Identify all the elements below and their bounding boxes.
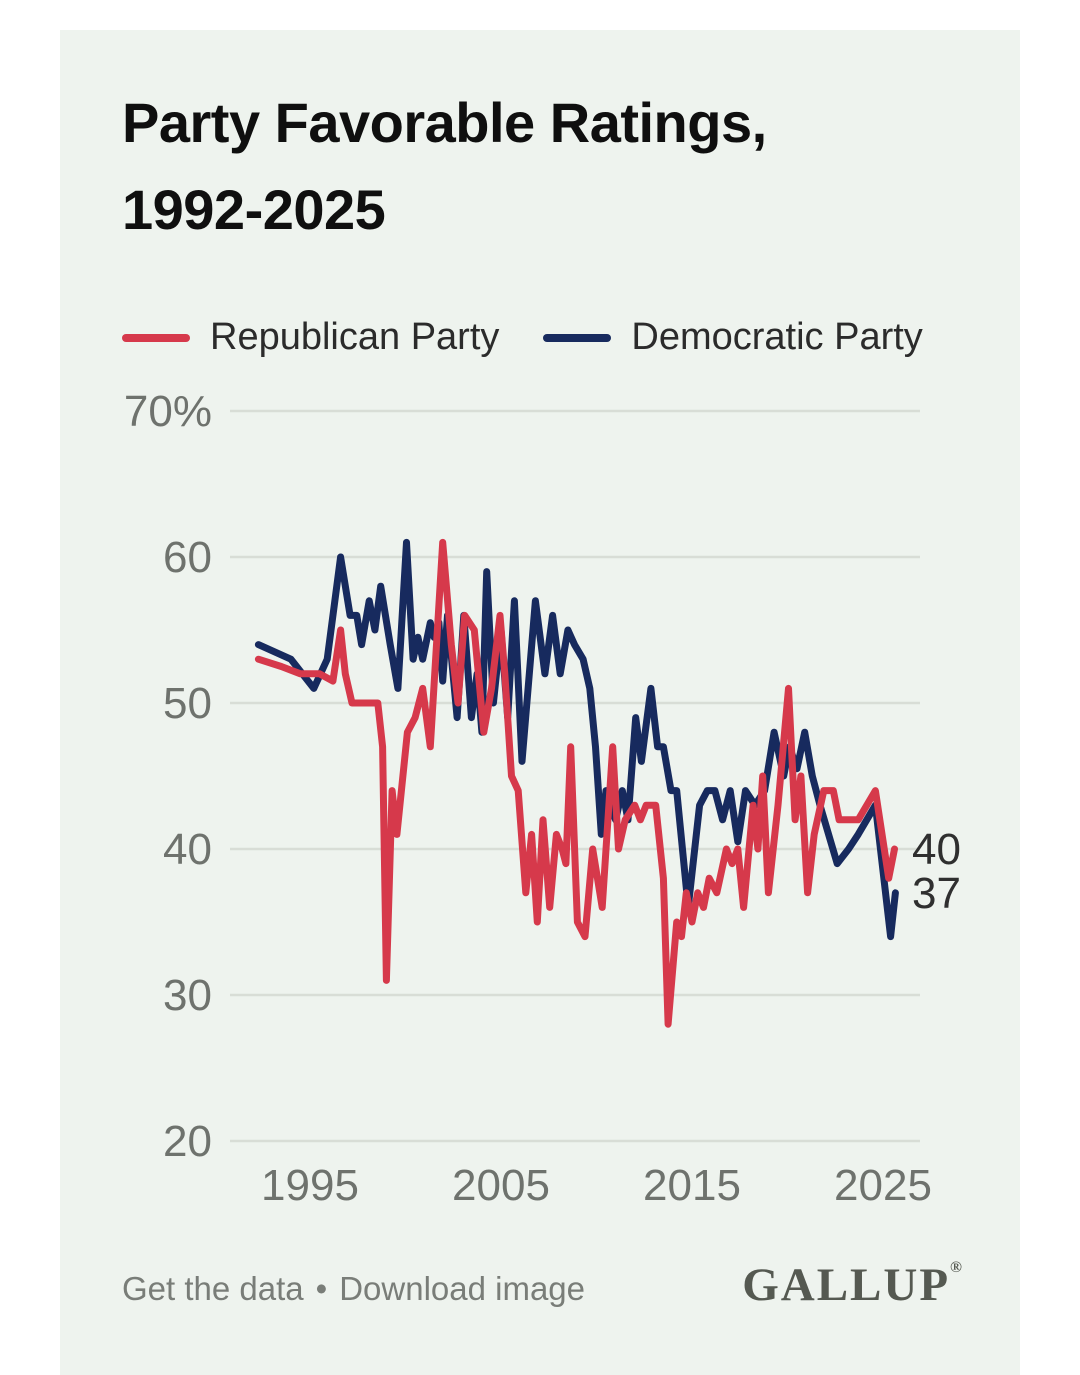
x-tick-2025: 2025 xyxy=(834,1161,932,1210)
legend-label-democratic: Democratic Party xyxy=(631,316,923,358)
legend: Republican Party Democratic Party xyxy=(122,316,923,359)
y-tick-30: 30 xyxy=(163,971,212,1020)
title-line-1: Party Favorable Ratings, xyxy=(122,91,767,154)
title-line-2: 1992-2025 xyxy=(122,177,386,241)
y-tick-70: 70% xyxy=(124,387,212,436)
republican-line-swatch xyxy=(122,333,190,342)
x-tick-2005: 2005 xyxy=(452,1161,550,1210)
footer-links: Get the data • Download image xyxy=(122,1270,585,1308)
democratic-end-value-label: 37 xyxy=(912,869,961,918)
republican-trend-line xyxy=(254,538,898,1028)
democratic-line-swatch xyxy=(543,333,612,342)
legend-label-republican: Republican Party xyxy=(210,316,500,358)
legend-item-republican: Republican Party xyxy=(122,316,499,359)
get-the-data-link[interactable]: Get the data xyxy=(122,1270,304,1307)
registered-mark: ® xyxy=(950,1259,962,1276)
gallup-logo: GALLUP® xyxy=(742,1258,962,1312)
footer-separator: • xyxy=(315,1270,328,1307)
y-tick-50: 50 xyxy=(163,679,212,728)
gallup-logo-text: GALLUP xyxy=(742,1259,951,1311)
download-image-link[interactable]: Download image xyxy=(339,1270,586,1307)
republican-end-value-label: 40 xyxy=(912,825,961,874)
legend-item-democratic: Democratic Party xyxy=(543,316,923,359)
x-tick-1995: 1995 xyxy=(261,1161,359,1210)
y-tick-40: 40 xyxy=(163,825,212,874)
y-tick-60: 60 xyxy=(163,533,212,582)
chart-card: Party Favorable Ratings, 1992-2025 Repub… xyxy=(60,30,1020,1375)
y-tick-20: 20 xyxy=(163,1117,212,1166)
x-tick-2015: 2015 xyxy=(643,1161,741,1210)
page-title: Party Favorable Ratings, 1992-2025 xyxy=(122,80,942,254)
